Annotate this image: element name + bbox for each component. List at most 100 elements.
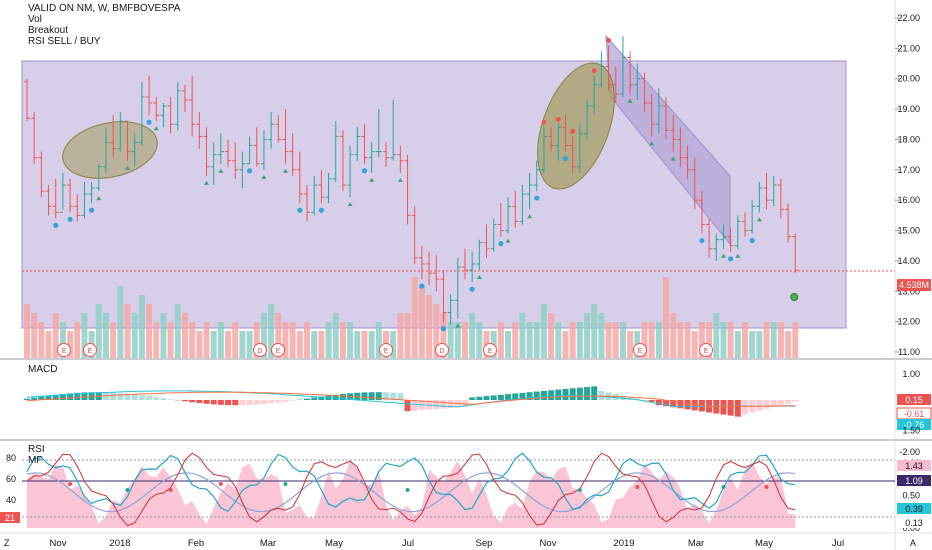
volume-bar (52, 313, 59, 358)
buy-signal-dot (534, 195, 540, 201)
macd-histogram-bar (304, 398, 311, 400)
macd-histogram-bar (189, 400, 196, 403)
macd-label[interactable]: MACD (28, 364, 58, 375)
time-axis-label: 2018 (109, 538, 130, 549)
macd-histogram-bar (275, 400, 282, 403)
macd-histogram-bar (289, 400, 296, 401)
breakout-triangle (397, 177, 403, 182)
event-marker-label: E (88, 348, 93, 355)
event-marker-label: E (704, 348, 709, 355)
volume-bar (742, 322, 748, 358)
price-tick-label: 16.00 (897, 195, 920, 205)
event-marker-label: E (488, 348, 493, 355)
legend-breakout[interactable]: Breakout (28, 25, 69, 36)
volume-badge (897, 279, 931, 291)
breakout-triangle (369, 177, 375, 182)
price-tick-label: 15.00 (897, 226, 920, 236)
macd-histogram-bar (368, 392, 375, 400)
volume-bar (239, 331, 246, 358)
volume-bar (540, 304, 547, 358)
macd-histogram-bar (756, 400, 763, 411)
macd-pane[interactable] (24, 386, 799, 417)
macd-histogram-bar (196, 400, 203, 404)
time-axis-label: Nov (50, 538, 67, 549)
volume-bar (706, 322, 713, 358)
rsi-left-label: 60 (6, 474, 16, 484)
volume-bar (138, 295, 145, 358)
volume-bar (253, 322, 260, 358)
macd-histogram-bar (38, 396, 45, 400)
breakout-triangle (670, 156, 676, 161)
rsi-tick-label: 0.50 (902, 491, 920, 501)
buy-signal-dot (562, 156, 569, 162)
macd-histogram-bar (411, 400, 418, 411)
macd-histogram-bar (677, 400, 684, 409)
volume-bar (45, 331, 52, 358)
volume-bar (655, 322, 662, 358)
macd-histogram-bar (785, 400, 792, 404)
macd-value-label: -0.61 (904, 409, 925, 419)
legend-rsi-sell-buy[interactable]: RSI SELL / BUY (28, 36, 101, 47)
volume-bar (332, 313, 339, 358)
volume-bar (38, 322, 45, 358)
breakout-triangle (505, 238, 511, 243)
rsi-signal-dot (68, 482, 73, 486)
macd-histogram-bar (138, 395, 145, 400)
volume-bar (131, 313, 138, 358)
rsi-label[interactable]: RSI (28, 444, 45, 455)
breakout-triangle (125, 165, 131, 170)
volume-bar (526, 322, 533, 358)
buy-signal-dot (53, 222, 59, 228)
macd-histogram-bar (576, 387, 583, 400)
volume-bar (181, 313, 188, 358)
time-axis-label: May (325, 538, 343, 549)
macd-histogram-bar (519, 392, 526, 400)
rsi-signal-dot (635, 485, 640, 489)
macd-histogram-bar (390, 392, 397, 400)
price-tick-label: 17.00 (897, 165, 920, 175)
breakout-triangle (153, 126, 159, 131)
macd-histogram-bar (268, 400, 275, 404)
auto-scale-toggle: A (910, 538, 916, 548)
volume-bar (196, 331, 203, 358)
volume-bar (734, 331, 741, 358)
symbol-title[interactable]: VALID ON NM, W, BMFBOVESPA (28, 3, 181, 14)
buy-signal-dot (297, 207, 303, 213)
chart-legend: VALID ON NM, W, BMFBOVESPA Vol Breakout … (28, 3, 180, 47)
buy-signal-dot (728, 256, 734, 262)
volume-bar (548, 313, 555, 358)
volume-bar (67, 331, 74, 358)
breakout-triangle (282, 168, 288, 173)
rsi-signal-dot (721, 485, 726, 489)
volume-bar (605, 322, 612, 358)
mf-label[interactable]: MF (28, 455, 43, 466)
macd-histogram-bar (440, 400, 447, 409)
price-tick-label: 20.00 (897, 74, 920, 84)
volume-badge-label: 4.538M (899, 280, 929, 290)
rsi-left-label: 40 (6, 495, 16, 505)
volume-bar (347, 322, 354, 358)
rsi-value-label: 0.13 (905, 518, 923, 528)
macd-histogram-bar (203, 400, 210, 404)
highlight-ellipse-right[interactable] (522, 53, 629, 200)
volume-bar (447, 322, 454, 358)
legend-vol[interactable]: Vol (28, 14, 42, 25)
volume-bar (770, 322, 777, 358)
price-tick-label: 21.00 (897, 43, 920, 53)
macd-histogram-bar (339, 393, 346, 400)
macd-histogram-bar (160, 398, 167, 400)
macd-histogram-bar (540, 390, 547, 400)
volume-bar (275, 313, 282, 358)
rsi-pane[interactable] (22, 452, 895, 528)
volume-bar (684, 322, 691, 358)
event-marker (271, 343, 285, 357)
volume-bar (562, 331, 569, 358)
volume-bar (454, 322, 461, 358)
event-marker (435, 343, 449, 357)
macd-histogram-bar (167, 399, 174, 400)
macd-histogram-bar (153, 397, 160, 400)
buy-signal-dot (440, 326, 447, 332)
highlight-ellipse-left[interactable] (57, 114, 162, 187)
